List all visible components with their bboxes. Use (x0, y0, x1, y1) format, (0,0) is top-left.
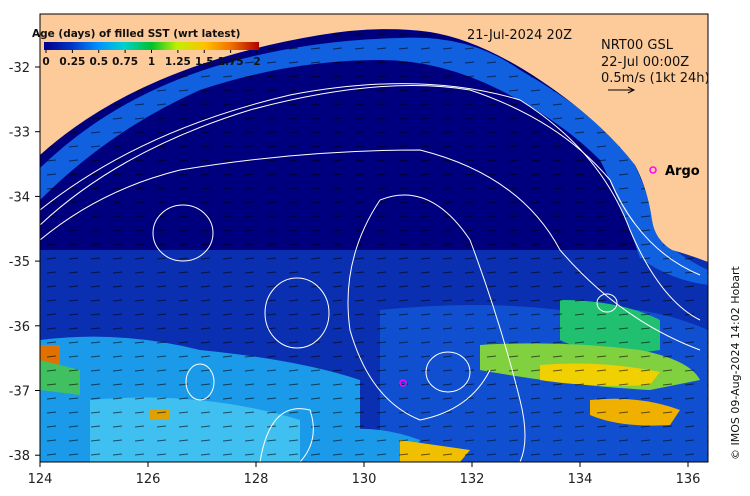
x-tick-label: 136 (676, 472, 701, 487)
y-tick-label: -34 (9, 190, 30, 205)
y-tick-label: -36 (9, 320, 30, 335)
land (40, 14, 708, 262)
argo-float-marker[interactable] (399, 379, 407, 387)
copyright-text: © IMOS 09-Aug-2024 14:02 Hobart (729, 266, 742, 460)
x-tick-label: 132 (460, 472, 485, 487)
colorbar-tick-label: 1.25 (165, 56, 191, 68)
argo-label: Argo (665, 164, 700, 179)
y-tick-label: -38 (9, 449, 30, 464)
y-tick-label: -33 (9, 126, 30, 141)
colorbar-title: Age (days) of filled SST (wrt latest) (32, 28, 240, 40)
x-tick-label: 124 (28, 472, 53, 487)
analysis-date: 21-Jul-2024 20Z (467, 28, 572, 43)
colorbar-tick-label: 0.25 (59, 56, 85, 68)
y-tick-label: -35 (9, 255, 30, 270)
colorbar-tick-label: 0 (42, 56, 49, 68)
current-source: NRT00 GSL (601, 38, 674, 53)
x-tick-label: 126 (136, 472, 161, 487)
x-tick-label: 130 (352, 472, 377, 487)
plot-frame (39, 13, 709, 463)
vector-scale-arrow-icon (608, 86, 636, 94)
x-axis: 124 126 128 130 132 134 136 (28, 462, 701, 487)
colorbar-tick-label: 1 (148, 56, 155, 68)
map-plot-area (40, 14, 708, 462)
x-tick-label: 134 (568, 472, 593, 487)
colorbar-tick-label: 0.5 (89, 56, 108, 68)
y-axis: -32 -33 -34 -35 -36 -37 -38 (9, 61, 40, 464)
colorbar-tick-label: 1.5 (195, 56, 214, 68)
colorbar-tick-label: 1.75 (218, 56, 244, 68)
vector-scale-label: 0.5m/s (1kt 24h) (601, 71, 710, 86)
colorbar-tick-label: 0.75 (112, 56, 138, 68)
argo-float-marker[interactable] (649, 166, 657, 174)
current-time: 22-Jul 00:00Z (601, 55, 689, 70)
ssh-contours (40, 83, 701, 462)
colorbar-tick-label: 2 (253, 56, 260, 68)
y-tick-label: -37 (9, 385, 30, 400)
y-tick-label: -32 (9, 61, 30, 76)
colorbar-gradient (44, 42, 259, 50)
x-tick-label: 128 (244, 472, 269, 487)
